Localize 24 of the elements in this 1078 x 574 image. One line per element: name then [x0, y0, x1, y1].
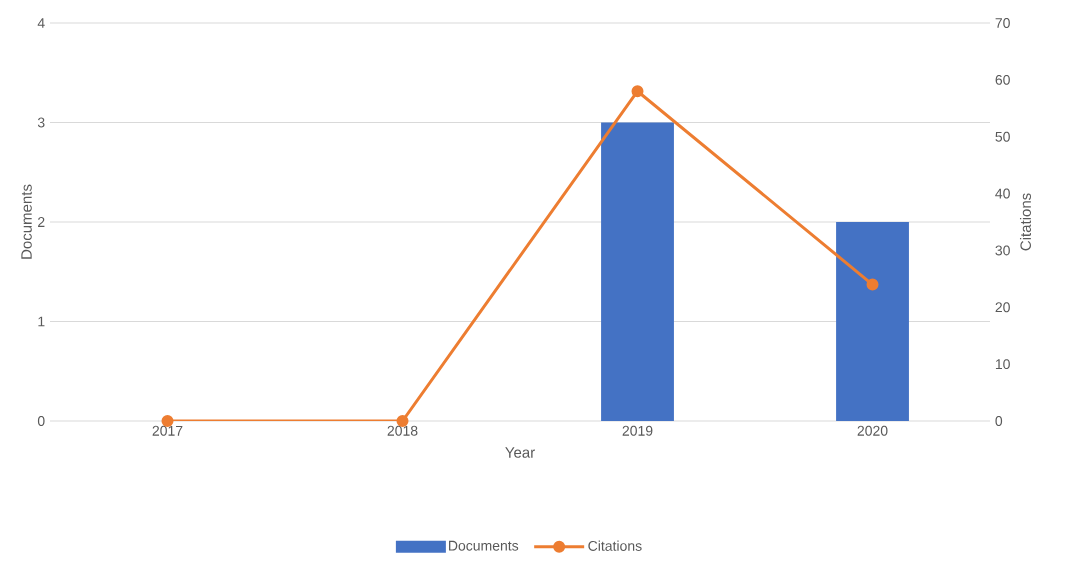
x-tick-label: 2019: [622, 425, 653, 436]
y2-tick-label: 60: [995, 74, 1010, 85]
y-tick-label: 0: [37, 416, 45, 426]
x-axis-title: Year: [505, 447, 535, 458]
y2-tick-label: 10: [995, 359, 1010, 370]
y2-tick-label: 70: [995, 18, 1010, 28]
y-tick-label: 1: [38, 316, 45, 327]
legend-label: Documents: [449, 540, 519, 551]
y-tick-label: 2: [38, 217, 45, 227]
x-tick-label: 2020: [857, 425, 888, 436]
y-axis-title: Documents: [21, 184, 32, 259]
y2-tick-label: 50: [995, 131, 1010, 142]
y2-tick-label: 30: [995, 245, 1010, 256]
y2-tick-label: 0: [995, 416, 1003, 426]
y-tick-label: 4: [37, 18, 45, 28]
y2-axis-title: Citations: [1019, 193, 1031, 251]
y2-tick-label: 20: [995, 302, 1010, 313]
x-tick-label: 2018: [387, 425, 418, 436]
y2-tick-label: 40: [995, 188, 1010, 199]
point: [631, 85, 644, 98]
y-tick-label: 3: [37, 117, 45, 128]
point: [866, 278, 879, 291]
legend-label: Citations: [588, 540, 642, 551]
x-tick-label: 2017: [152, 425, 183, 436]
